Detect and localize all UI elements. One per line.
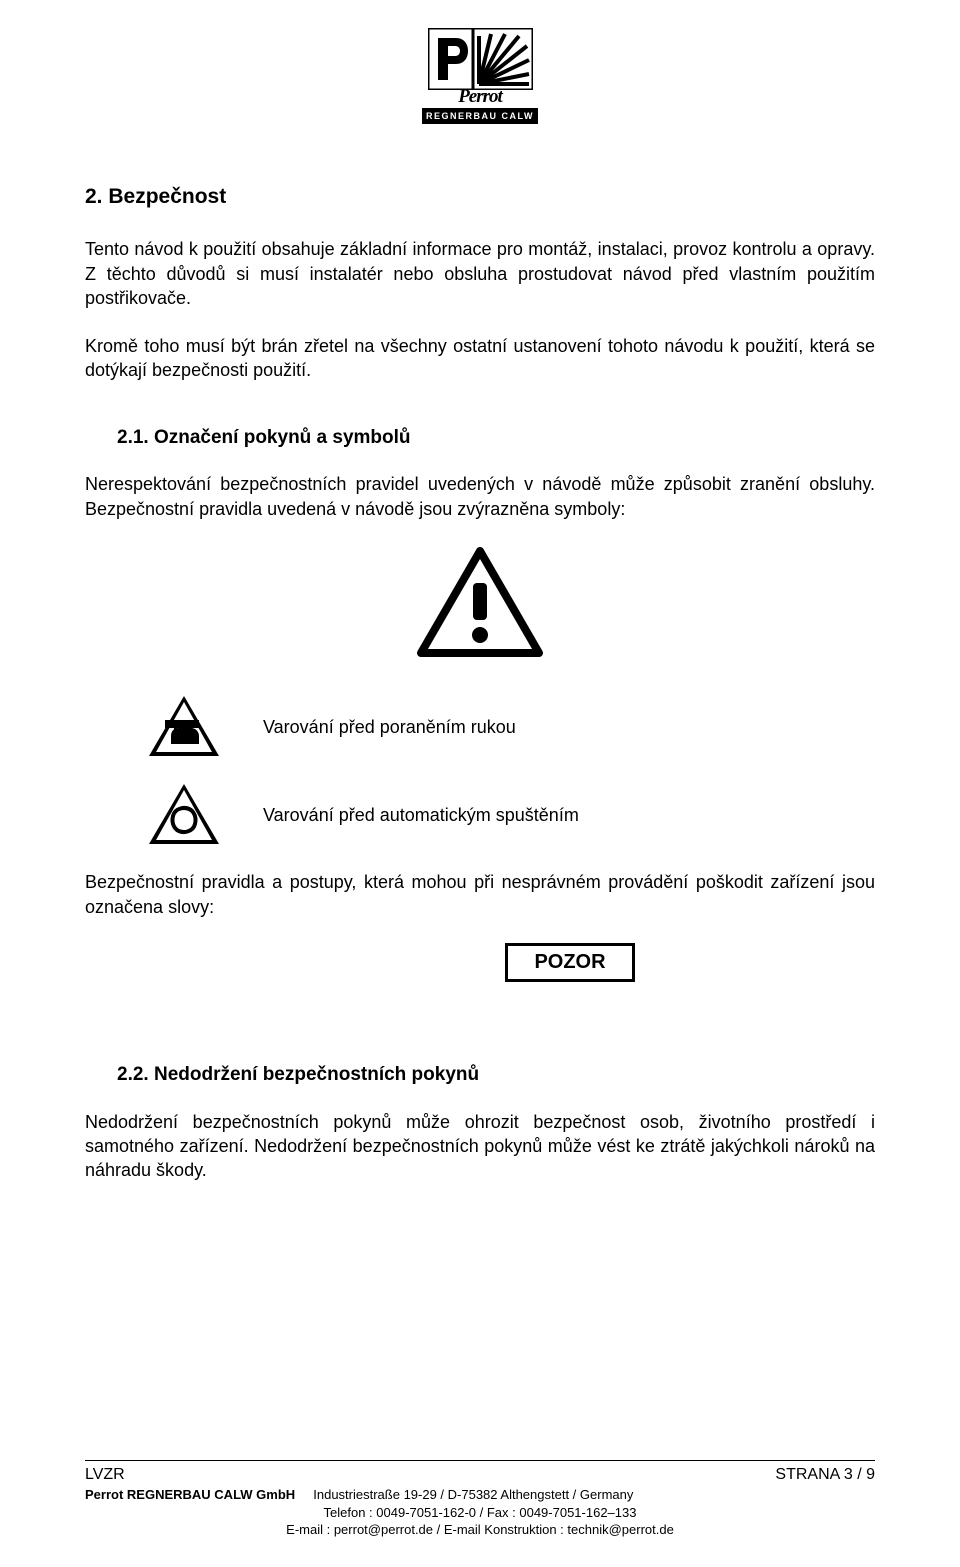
doc-code: LVZR xyxy=(85,1464,125,1486)
page-footer: LVZR STRANA 3 / 9 Perrot REGNERBAU CALW … xyxy=(85,1460,875,1539)
warning-triangle-general xyxy=(85,545,875,666)
logo-p-mark xyxy=(428,28,473,90)
footer-email: E-mail : perrot@perrot.de / E-mail Konst… xyxy=(85,1521,875,1539)
auto-start-icon xyxy=(145,780,223,850)
warning-hand-row: Varování před poraněním rukou xyxy=(145,692,875,762)
paragraph: Nerespektování bezpečnostních pravidel u… xyxy=(85,472,875,521)
warning-auto-label: Varování před automatickým spuštěním xyxy=(263,803,579,827)
pozor-box: POZOR xyxy=(505,943,635,982)
warning-icon xyxy=(415,545,545,660)
page-number: STRANA 3 / 9 xyxy=(775,1464,875,1486)
paragraph: Kromě toho musí být brán zřetel na všech… xyxy=(85,334,875,383)
logo-block: Perrot REGNERBAU CALW xyxy=(85,20,875,153)
heading-2: 2. Bezpečnost xyxy=(85,183,875,211)
paragraph: Nedodržení bezpečnostních pokynů může oh… xyxy=(85,1110,875,1183)
footer-row: LVZR STRANA 3 / 9 xyxy=(85,1464,875,1486)
logo: Perrot REGNERBAU CALW xyxy=(422,28,538,124)
footer-divider xyxy=(85,1460,875,1461)
page: Perrot REGNERBAU CALW 2. Bezpečnost Tent… xyxy=(0,0,960,1567)
warning-auto-row: Varování před automatickým spuštěním xyxy=(145,780,875,850)
logo-sub-text: REGNERBAU CALW xyxy=(422,108,538,124)
heading-2-2: 2.2. Nedodržení bezpečnostních pokynů xyxy=(85,1062,875,1088)
logo-rays-icon xyxy=(473,28,533,90)
footer-company-line: Perrot REGNERBAU CALW GmbH Industriestra… xyxy=(85,1486,875,1504)
pozor-intro-text: Bezpečnostní pravidla a postupy, která m… xyxy=(85,870,875,919)
heading-2-1: 2.1. Označení pokynů a symbolů xyxy=(85,425,875,451)
warning-hand-label: Varování před poraněním rukou xyxy=(263,715,516,739)
footer-company: Perrot REGNERBAU CALW GmbH xyxy=(85,1487,295,1502)
paragraph: Tento návod k použití obsahuje základní … xyxy=(85,237,875,310)
footer-tel: Telefon : 0049-7051-162-0 / Fax : 0049-7… xyxy=(85,1504,875,1522)
hand-injury-icon xyxy=(145,692,223,762)
footer-address: Industriestraße 19-29 / D-75382 Althengs… xyxy=(313,1487,633,1502)
